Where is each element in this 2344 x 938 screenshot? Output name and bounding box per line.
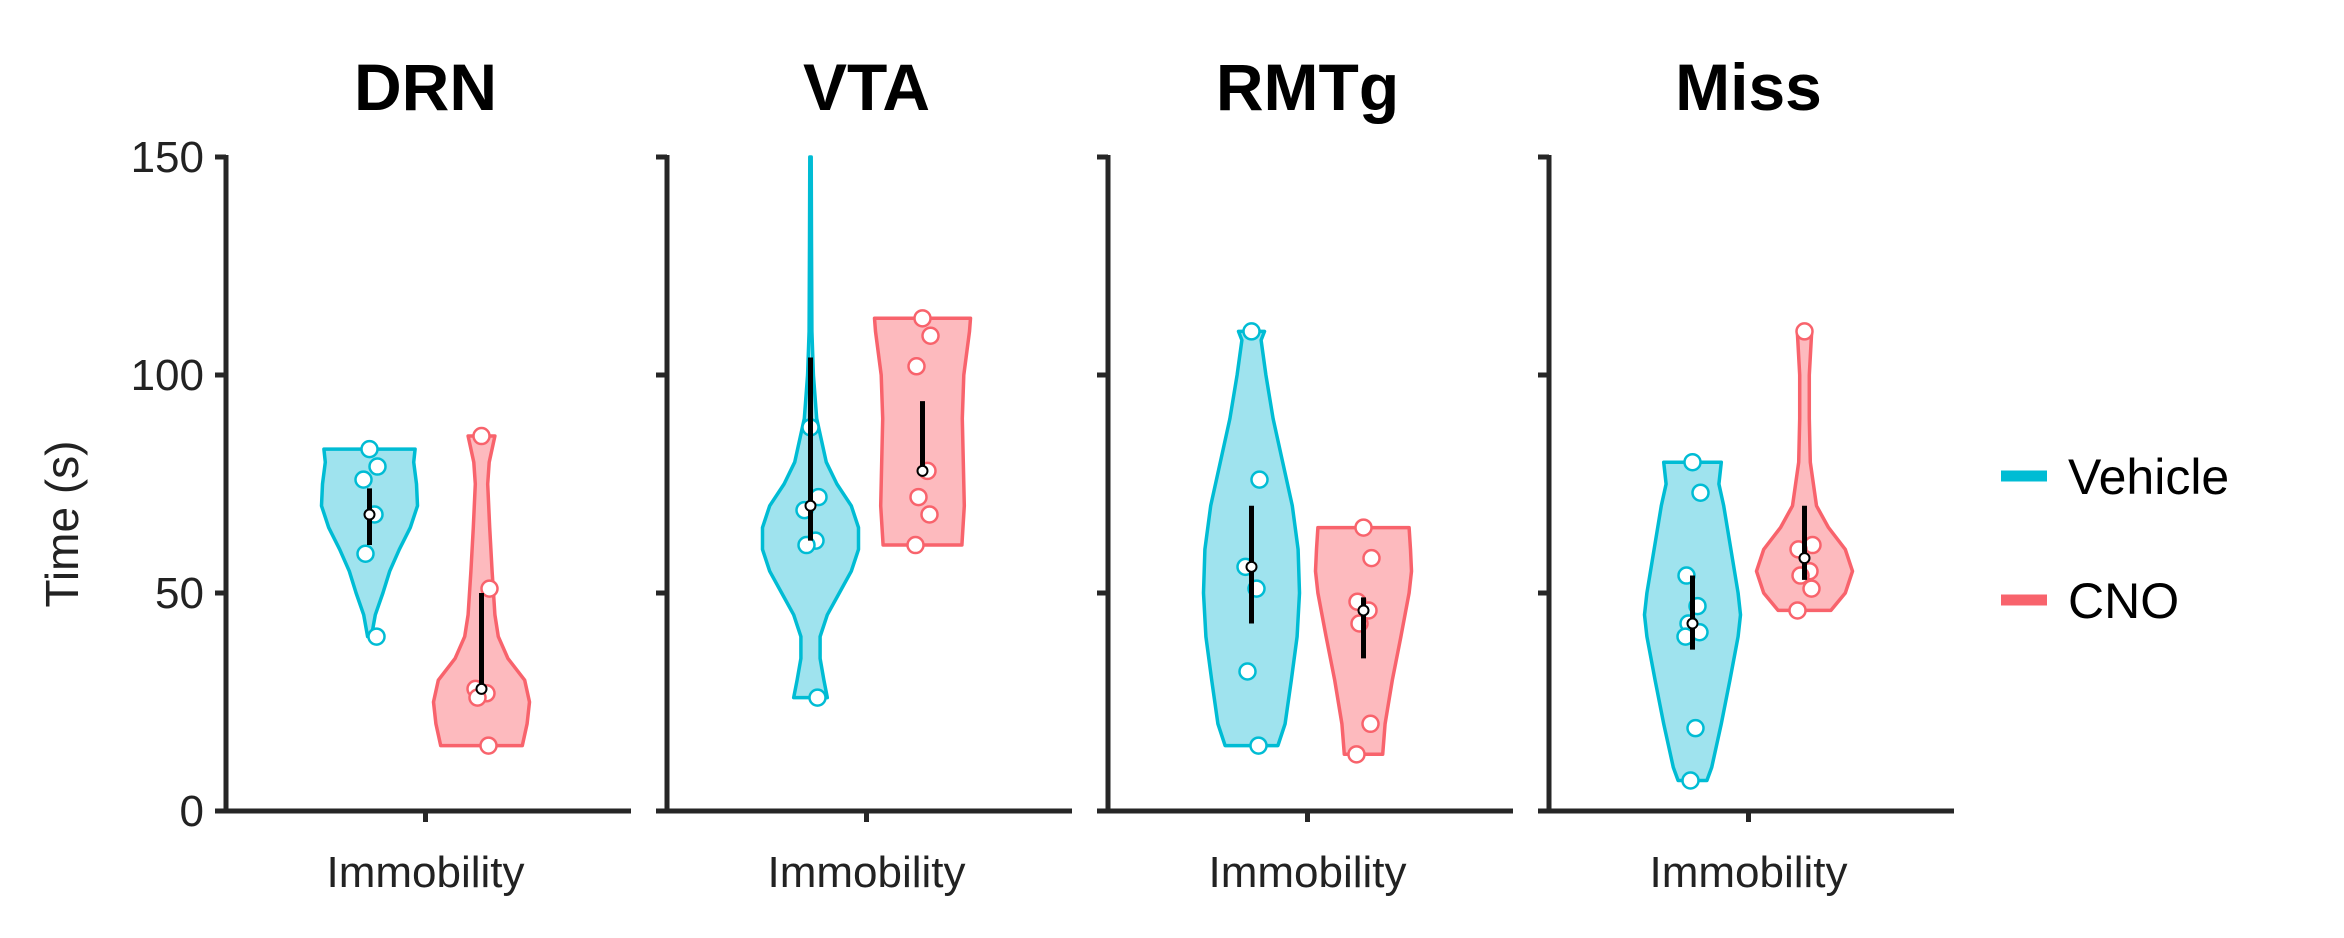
data-point-vta-cno-5 xyxy=(920,505,939,524)
median-marker-vta-vehicle xyxy=(804,499,817,512)
y-axis-title-group: Time (s) xyxy=(36,441,88,608)
data-point-drn-cno-1 xyxy=(480,579,499,598)
data-point-drn-vehicle-4 xyxy=(356,544,375,564)
data-point-miss-cno-0 xyxy=(1795,322,1814,341)
legend: Vehicle CNO xyxy=(2001,449,2229,629)
panel-title-vta: VTA xyxy=(803,50,930,124)
data-point-miss-cno-6 xyxy=(1788,601,1807,620)
data-point-drn-vehicle-1 xyxy=(368,457,387,476)
legend-item-cno[interactable]: CNO xyxy=(2001,573,2179,629)
median-marker-miss-vehicle xyxy=(1686,617,1699,630)
median-marker-vta-cno xyxy=(916,464,929,477)
data-point-miss-vehicle-0 xyxy=(1683,452,1702,472)
y-axis-label: Time (s) xyxy=(36,441,88,608)
y-tick-label-150: 150 xyxy=(131,133,204,182)
x-tick-label-vta: Immobility xyxy=(767,848,965,897)
data-point-miss-vehicle-7 xyxy=(1686,718,1705,738)
data-point-miss-vehicle-8 xyxy=(1681,771,1700,790)
y-tick-label-100: 100 xyxy=(131,351,204,400)
panel-title-rmtg: RMTg xyxy=(1216,50,1399,124)
panel-rmtg: RMTg Immobility xyxy=(1097,50,1513,897)
median-marker-rmtg-vehicle xyxy=(1245,560,1258,573)
data-point-vta-cno-4 xyxy=(909,487,928,507)
data-point-drn-cno-0 xyxy=(472,426,491,446)
data-point-rmtg-vehicle-5 xyxy=(1249,736,1268,755)
data-point-rmtg-vehicle-0 xyxy=(1242,322,1261,341)
data-point-rmtg-cno-0 xyxy=(1354,518,1373,537)
data-point-drn-vehicle-5 xyxy=(367,627,386,646)
median-marker-drn-vehicle xyxy=(363,508,376,521)
data-point-vta-cno-2 xyxy=(907,357,926,376)
panels: DRN 0 50 100 150 Immobility VTA Immobility RMTg I… xyxy=(131,50,1954,897)
panel-miss: Miss Immobility xyxy=(1538,50,1954,897)
data-point-rmtg-vehicle-4 xyxy=(1238,662,1257,681)
data-point-vta-cno-0 xyxy=(913,309,932,328)
legend-item-vehicle[interactable]: Vehicle xyxy=(2001,449,2229,505)
data-point-rmtg-cno-1 xyxy=(1362,548,1381,568)
data-point-vta-cno-1 xyxy=(921,326,940,346)
panel-drn: DRN 0 50 100 150 Immobility xyxy=(131,50,631,897)
data-point-drn-cno-5 xyxy=(479,736,498,755)
data-point-rmtg-cno-5 xyxy=(1361,714,1380,734)
legend-label-cno: CNO xyxy=(2068,573,2179,629)
data-point-vta-cno-6 xyxy=(906,535,925,555)
panel-title-miss: Miss xyxy=(1675,50,1822,124)
panel-title-drn: DRN xyxy=(354,50,497,124)
x-tick-label-rmtg: Immobility xyxy=(1208,848,1406,897)
y-tick-label-50: 50 xyxy=(155,569,204,618)
median-marker-drn-cno xyxy=(475,682,488,695)
median-marker-rmtg-cno xyxy=(1357,604,1370,617)
data-point-miss-cno-5 xyxy=(1802,579,1821,598)
panel-vta: VTA Immobility xyxy=(656,50,1072,897)
data-point-drn-vehicle-2 xyxy=(354,470,373,489)
data-point-miss-vehicle-1 xyxy=(1691,483,1710,502)
data-point-vta-vehicle-4 xyxy=(797,535,816,555)
data-point-drn-vehicle-0 xyxy=(360,439,379,459)
legend-label-vehicle: Vehicle xyxy=(2068,449,2229,505)
data-point-rmtg-vehicle-1 xyxy=(1250,470,1269,489)
x-tick-label-miss: Immobility xyxy=(1649,848,1847,897)
x-tick-label-drn: Immobility xyxy=(326,848,524,897)
y-tick-label-0: 0 xyxy=(180,787,204,836)
median-marker-miss-cno xyxy=(1798,552,1811,565)
data-point-rmtg-cno-6 xyxy=(1347,745,1366,764)
data-point-vta-vehicle-5 xyxy=(808,688,827,707)
